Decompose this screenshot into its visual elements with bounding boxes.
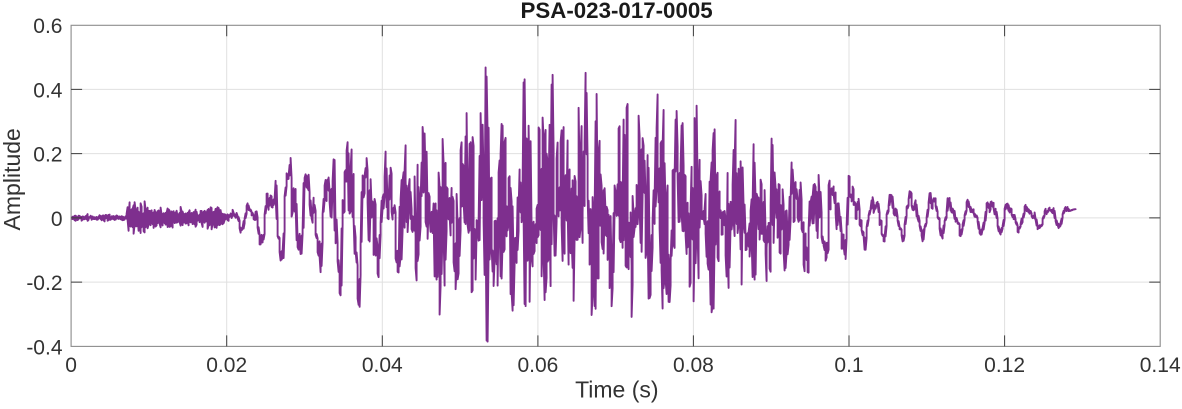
svg-text:PSA-023-017-0005: PSA-023-017-0005 [521, 0, 713, 23]
svg-text:0.6: 0.6 [33, 15, 62, 38]
svg-text:Amplitude: Amplitude [0, 128, 25, 230]
svg-text:-0.2: -0.2 [26, 272, 62, 295]
svg-text:0.06: 0.06 [517, 354, 558, 377]
svg-text:0.04: 0.04 [362, 354, 403, 377]
svg-text:0: 0 [51, 208, 63, 231]
svg-text:0.08: 0.08 [673, 354, 714, 377]
svg-text:0.4: 0.4 [33, 79, 63, 102]
svg-text:0.12: 0.12 [984, 354, 1025, 377]
svg-text:0.02: 0.02 [206, 354, 247, 377]
svg-text:0: 0 [65, 354, 77, 377]
svg-text:Time (s): Time (s) [575, 377, 658, 403]
svg-text:0.14: 0.14 [1140, 354, 1181, 377]
svg-text:0.2: 0.2 [33, 144, 62, 167]
svg-text:-0.4: -0.4 [26, 336, 63, 359]
svg-text:0.1: 0.1 [834, 354, 863, 377]
